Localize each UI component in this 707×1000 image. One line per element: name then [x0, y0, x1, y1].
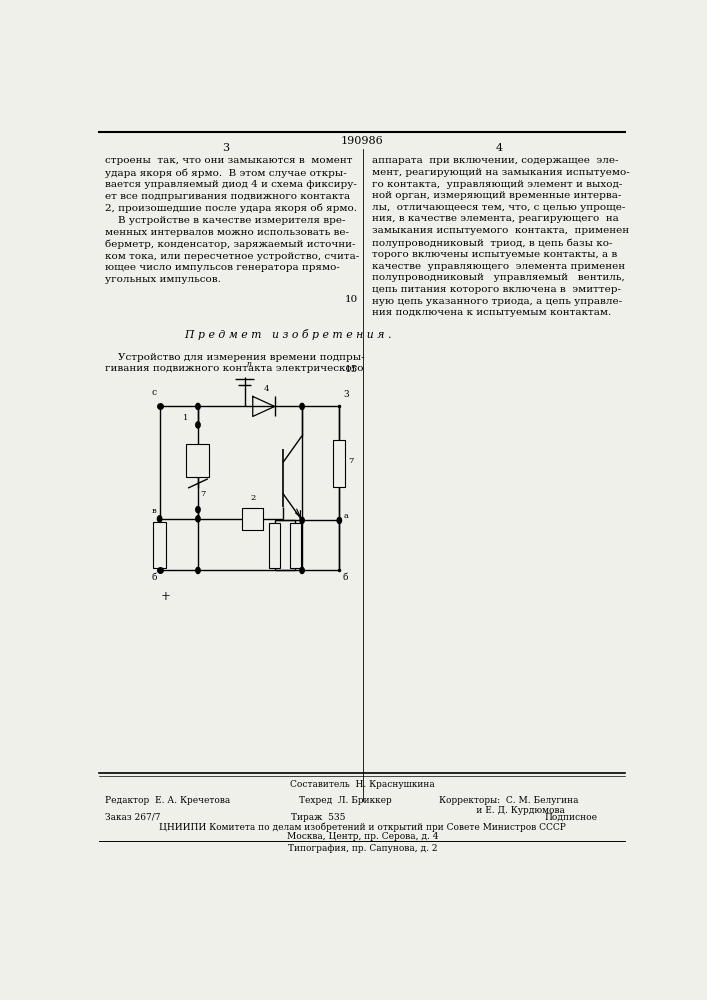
Text: Москва, Центр, пр. Серова, д. 4: Москва, Центр, пр. Серова, д. 4: [286, 832, 438, 841]
Text: /6: /6: [292, 539, 299, 547]
Text: 10: 10: [345, 295, 358, 304]
Text: в: в: [152, 507, 157, 515]
Bar: [333, 440, 345, 487]
Text: а: а: [344, 512, 349, 520]
Text: 7: 7: [349, 457, 354, 465]
Text: 2: 2: [250, 494, 255, 502]
Text: 3: 3: [344, 390, 349, 399]
Text: Устройство для измерения времени подпры-
гивания подвижного контакта электрическ: Устройство для измерения времени подпры-…: [105, 353, 364, 373]
Text: n: n: [246, 360, 251, 368]
Circle shape: [158, 516, 162, 522]
Text: Редактор  Е. А. Кречетова: Редактор Е. А. Кречетова: [105, 796, 230, 805]
Text: /5: /5: [271, 539, 279, 547]
Bar: [290, 523, 301, 568]
Text: Подписное: Подписное: [544, 813, 597, 822]
Circle shape: [196, 422, 200, 428]
Text: II: II: [195, 454, 201, 462]
Text: 190986: 190986: [341, 136, 384, 146]
Circle shape: [196, 567, 200, 574]
Text: 4: 4: [264, 385, 269, 393]
Circle shape: [196, 516, 200, 522]
Text: П р е д м е т   и з о б р е т е н и я .: П р е д м е т и з о б р е т е н и я .: [170, 329, 391, 340]
Circle shape: [337, 517, 341, 523]
Text: 15: 15: [345, 365, 358, 374]
Text: Тираж  535: Тираж 535: [291, 813, 346, 822]
Bar: [187, 444, 209, 477]
Text: ЦНИИПИ Комитета по делам изобретений и открытий при Совете Министров СССР: ЦНИИПИ Комитета по делам изобретений и о…: [159, 822, 566, 832]
Text: б: б: [151, 573, 157, 582]
Text: +: +: [161, 590, 171, 603]
Circle shape: [300, 403, 304, 410]
Circle shape: [300, 517, 304, 523]
Text: б: б: [343, 573, 348, 582]
Text: Типография, пр. Сапунова, д. 2: Типография, пр. Сапунова, д. 2: [288, 844, 437, 853]
Circle shape: [196, 403, 200, 410]
Circle shape: [300, 567, 304, 574]
Text: строены  так, что они замыкаются в  момент
удара якоря об ярмо.  В этом случае о: строены так, что они замыкаются в момент…: [105, 156, 359, 284]
Circle shape: [196, 507, 200, 513]
Text: 4: 4: [496, 143, 503, 153]
Text: 3: 3: [222, 143, 229, 153]
Text: с: с: [152, 388, 157, 397]
Text: 7: 7: [201, 490, 206, 498]
Text: Заказ 267/7: Заказ 267/7: [105, 813, 160, 822]
Text: и Е. Д. Курдюмова: и Е. Д. Курдюмова: [439, 806, 565, 815]
Bar: [153, 522, 166, 568]
Text: Корректоры:  С. М. Белугина: Корректоры: С. М. Белугина: [439, 796, 578, 805]
Bar: [269, 523, 280, 568]
Text: 1: 1: [182, 414, 188, 422]
Bar: [243, 508, 263, 530]
Text: аппарата  при включении, содержащее  эле-
мент, реагирующий на замыкания испытуе: аппарата при включении, содержащее эле- …: [372, 156, 630, 317]
Text: Составитель  Н. Краснушкина: Составитель Н. Краснушкина: [290, 780, 435, 789]
Text: Техред  Л. Бриккер: Техред Л. Бриккер: [299, 796, 392, 805]
